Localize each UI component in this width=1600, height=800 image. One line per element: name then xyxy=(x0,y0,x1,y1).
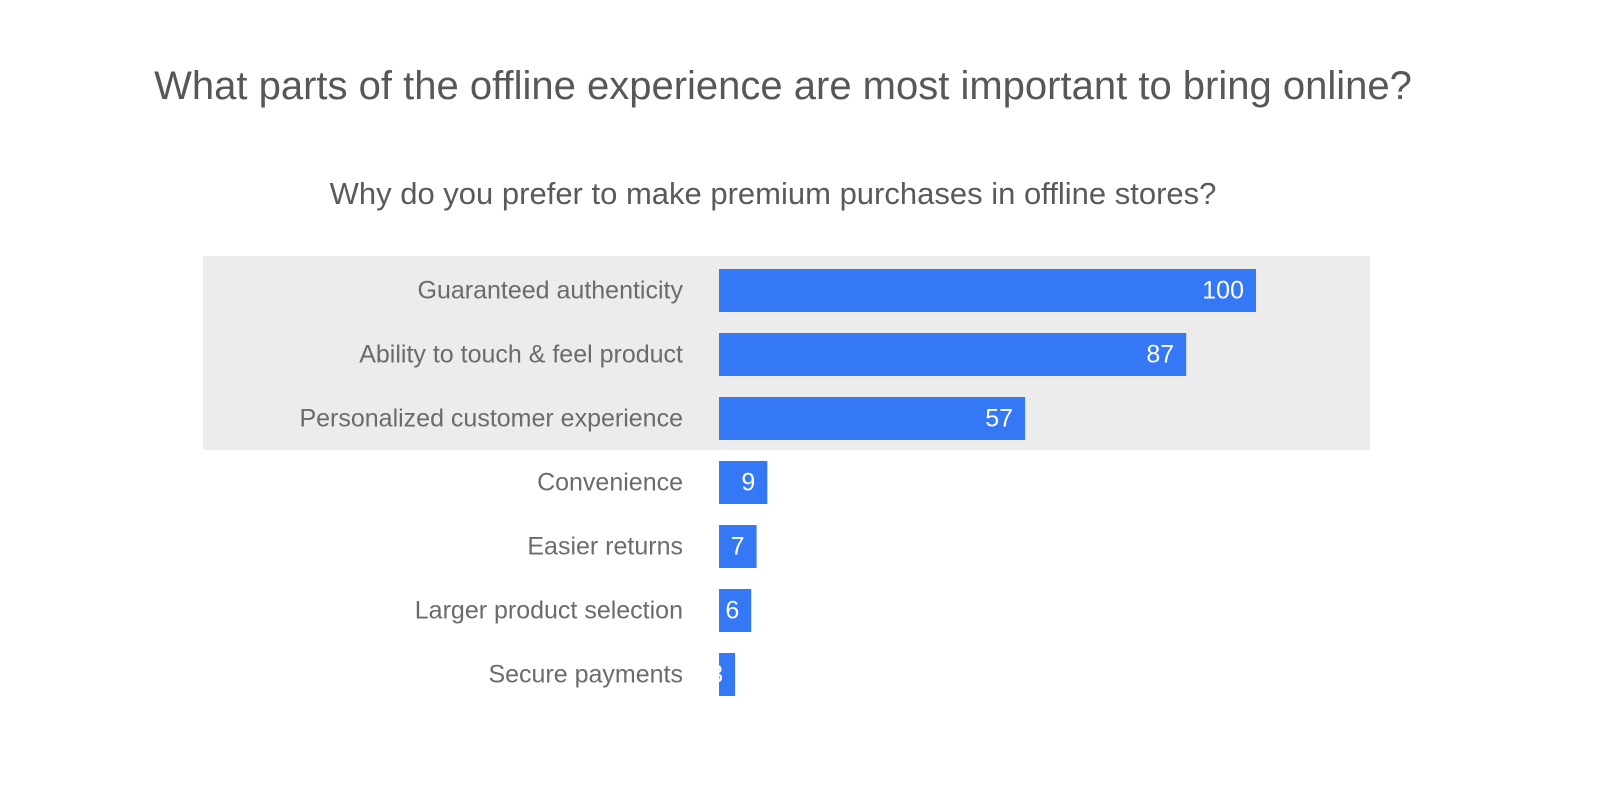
value-label: 3 xyxy=(709,661,723,689)
bar xyxy=(719,653,736,696)
chart-title: What parts of the offline experience are… xyxy=(154,64,1412,108)
category-label: Secure payments xyxy=(488,661,683,689)
category-label: Personalized customer experience xyxy=(299,405,683,433)
bar xyxy=(719,461,768,504)
value-label: 57 xyxy=(985,405,1013,433)
category-label: Guaranteed authenticity xyxy=(418,277,684,305)
bar xyxy=(719,589,752,632)
bars-group: Guaranteed authenticity 100 Ability to tou… xyxy=(299,269,1256,696)
bar xyxy=(719,397,1026,440)
category-label: Convenience xyxy=(537,469,683,497)
value-label: 87 xyxy=(1146,341,1174,369)
bar xyxy=(719,269,1256,312)
chart-subtitle: Why do you prefer to make premium purcha… xyxy=(329,176,1217,211)
bar xyxy=(719,525,757,568)
bar xyxy=(719,333,1187,376)
category-label: Larger product selection xyxy=(415,597,683,625)
value-label: 7 xyxy=(731,533,745,561)
value-label: 6 xyxy=(725,597,739,625)
value-label: 100 xyxy=(1202,277,1244,305)
category-label: Ability to touch & feel product xyxy=(359,341,683,369)
category-label: Easier returns xyxy=(527,533,683,561)
value-label: 9 xyxy=(741,469,755,497)
